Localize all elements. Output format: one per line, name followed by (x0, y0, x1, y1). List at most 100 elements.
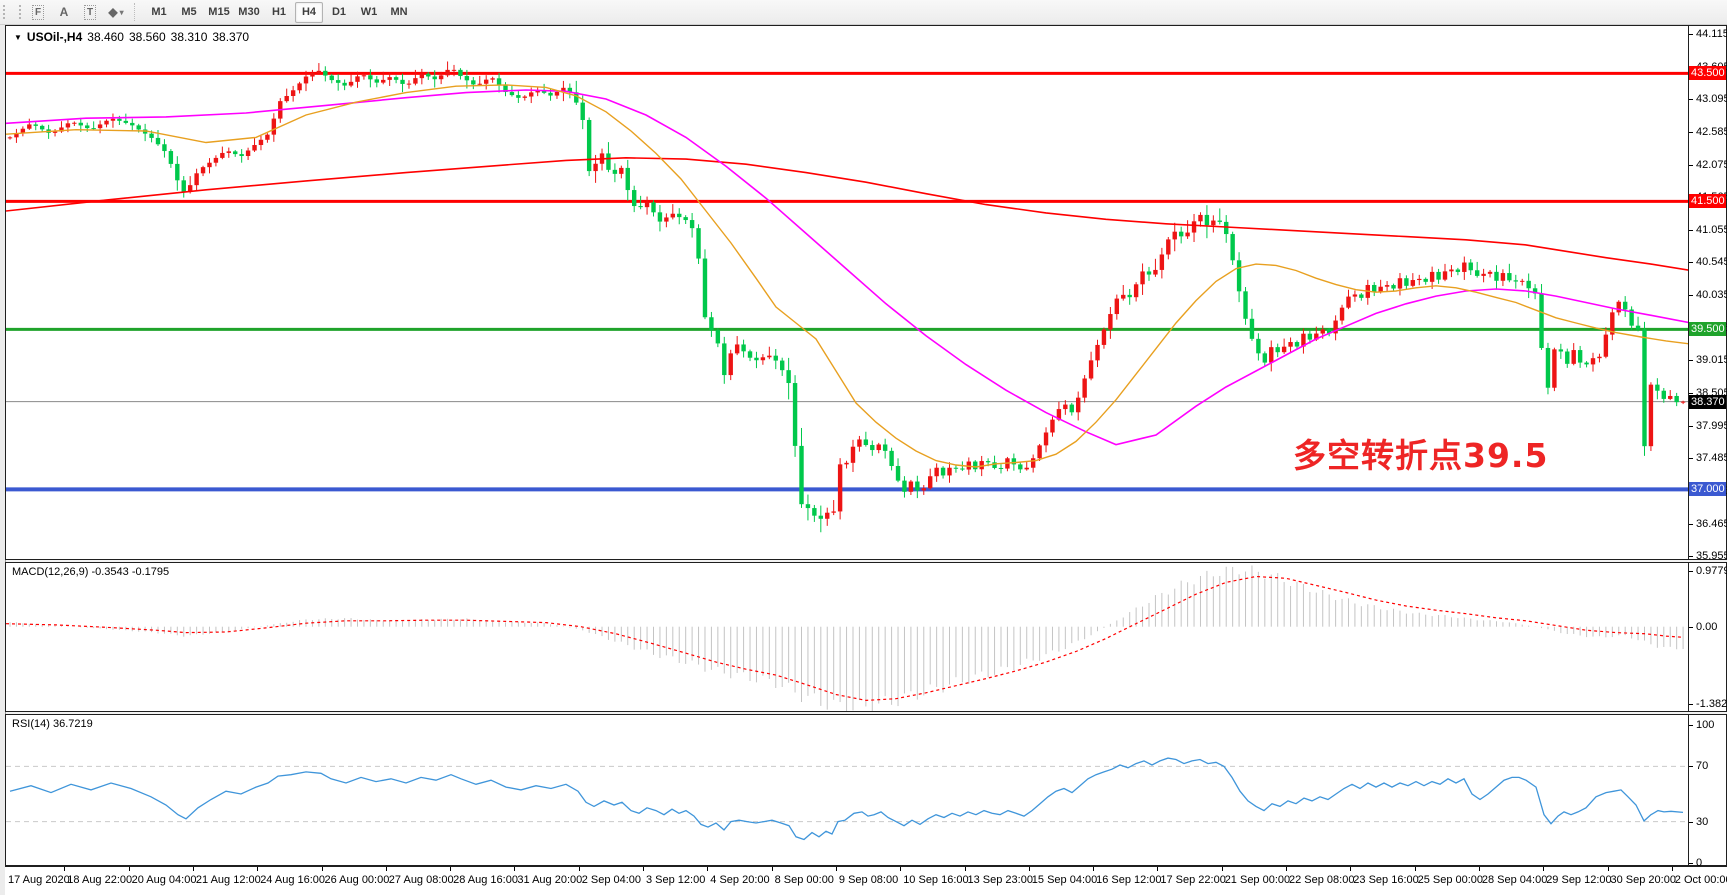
candle (316, 70, 322, 74)
candle (1307, 333, 1313, 340)
candle (1320, 329, 1325, 334)
timeframe-w1-button[interactable]: W1 (360, 6, 378, 18)
candle (1314, 333, 1319, 340)
candle (1384, 285, 1390, 287)
price-tick-tickmark (1689, 131, 1693, 133)
macd-signal-line (6, 575, 1684, 702)
candle (1030, 458, 1036, 468)
price-axis[interactable]: 44.11543.60543.09542.58542.07541.56541.0… (1688, 26, 1727, 562)
candle (998, 467, 1004, 469)
hline-price-badge: 41.500 (1689, 194, 1726, 209)
time-tickmark (514, 867, 516, 871)
candle (271, 118, 277, 135)
rsi-panel: RSI(14) 36.7219 100 70 30 0 (5, 714, 1727, 869)
ma-magenta-line[interactable] (6, 89, 1689, 446)
candle (1410, 280, 1416, 286)
candle (934, 467, 939, 477)
candle (818, 515, 824, 519)
macd-scale-top: 0.9779 (1696, 565, 1727, 577)
ma-orange-line[interactable] (6, 84, 1689, 468)
rsi-plot[interactable] (6, 715, 1689, 865)
candle (1462, 262, 1467, 272)
candle (1455, 269, 1461, 272)
candle (387, 77, 392, 80)
candle (863, 439, 869, 446)
current-price-badge: 38.370 (1689, 394, 1726, 409)
candle (1622, 301, 1628, 310)
candle (619, 167, 624, 174)
candle (979, 461, 984, 470)
candle (580, 102, 585, 120)
time-tickmark (64, 867, 66, 871)
candle (1301, 333, 1306, 347)
candle (1481, 273, 1486, 276)
timeframe-h4-button[interactable]: H4 (295, 1, 323, 23)
candle (226, 151, 231, 153)
time-tickmark (1221, 867, 1223, 871)
timeframe-h1-button[interactable]: H1 (271, 6, 287, 18)
time-tickmark (771, 867, 773, 871)
candle (702, 258, 708, 318)
timeframe-m15-button[interactable]: M15 (208, 6, 230, 18)
candle (631, 190, 637, 207)
macd-scale-bottom: -1.382 (1696, 698, 1727, 710)
candle (844, 462, 849, 465)
candle (1429, 271, 1435, 282)
timeframe-m30-button[interactable]: M30 (238, 6, 260, 18)
candle (406, 83, 412, 85)
chart-header[interactable]: ▼ USOil-,H4 38.460 38.560 38.310 38.370 (14, 30, 249, 44)
candle (677, 213, 682, 218)
time-tickmark (257, 867, 259, 871)
timeframe-m5-button[interactable]: M5 (181, 6, 197, 18)
candle (432, 76, 437, 80)
time-tick-label: 20 Aug 04:00 (131, 874, 197, 886)
time-tickmark (1671, 867, 1673, 871)
timeframe-d1-button[interactable]: D1 (331, 6, 347, 18)
rsi-axis[interactable]: 100 70 30 0 (1688, 715, 1726, 869)
time-tick-label: 2 Sep 04:00 (581, 874, 642, 886)
time-axis[interactable]: 17 Aug 2020 18 Aug 22:00 20 Aug 04:00 21 Au… (5, 866, 1727, 895)
time-tick-label: 16 Sep 12:00 (1096, 874, 1162, 886)
time-tickmark (1093, 867, 1095, 871)
shapes-button[interactable]: ◆ ▾ (104, 1, 128, 23)
chart-workspace: ▼ USOil-,H4 38.460 38.560 38.310 38.370 … (0, 25, 1727, 895)
candle (747, 351, 753, 358)
candle (1668, 395, 1673, 399)
candle (290, 90, 296, 96)
text-label-button[interactable]: T (78, 1, 102, 23)
timeframe-mn-button[interactable]: MN (390, 6, 408, 18)
candle (1397, 278, 1403, 289)
candle (651, 202, 656, 213)
candle (1050, 419, 1055, 433)
candle (1590, 358, 1596, 365)
price-chart-plot[interactable] (6, 26, 1689, 559)
candle (760, 357, 766, 361)
candle (252, 145, 257, 151)
candle (104, 120, 109, 125)
ma-red-line[interactable] (6, 156, 1689, 271)
time-tick-label: 31 Aug 20:00 (517, 874, 583, 886)
toolbar-grip[interactable] (3, 5, 21, 19)
rsi-scale-70: 70 (1696, 760, 1709, 773)
macd-axis[interactable]: 0.9779 0.00 -1.382 (1688, 563, 1727, 711)
candle (1178, 231, 1184, 237)
font-button[interactable]: A (52, 1, 76, 23)
candle (940, 467, 946, 476)
candle (1539, 293, 1544, 348)
price-tick-tickmark (1689, 393, 1693, 395)
candle (451, 69, 457, 71)
candle (1648, 384, 1654, 447)
macd-plot[interactable] (6, 563, 1689, 711)
candle (606, 153, 611, 170)
candle (921, 488, 926, 491)
candle (1069, 404, 1074, 413)
timeframe-m1-button[interactable]: M1 (151, 6, 167, 18)
candle (1610, 312, 1615, 335)
time-tick-label: 13 Sep 23:00 (967, 874, 1033, 886)
time-tick-label: 18 Aug 22:00 (67, 874, 133, 886)
grid-export-button[interactable]: F (26, 1, 50, 23)
candle (1011, 458, 1017, 465)
candle (567, 87, 573, 93)
candle (1056, 409, 1062, 420)
candle (857, 439, 862, 447)
